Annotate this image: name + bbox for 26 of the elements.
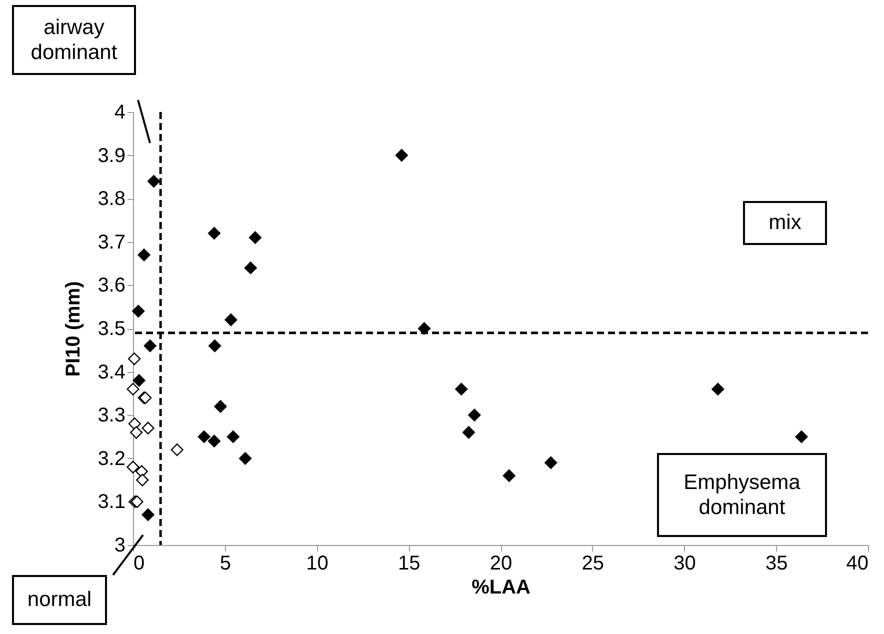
y-tick-label: 3.7 xyxy=(98,231,126,254)
annotation: mix xyxy=(743,201,827,245)
y-tick-label: 3 xyxy=(114,534,126,556)
x-tick-label: 30 xyxy=(674,552,696,574)
x-tick-label: 15 xyxy=(398,552,420,574)
x-tick-label: 20 xyxy=(490,552,512,574)
y-tick-label: 3.5 xyxy=(98,318,126,340)
x-tick-label: 35 xyxy=(766,552,788,574)
y-tick-label: 4 xyxy=(114,102,126,124)
y-tick-label: 3.1 xyxy=(98,491,126,514)
annotation: Emphysema dominant xyxy=(657,453,827,537)
x-tick-label: 25 xyxy=(582,552,604,574)
x-axis-title: %LAA xyxy=(472,576,530,598)
y-tick-label: 3.2 xyxy=(98,448,126,470)
y-tick-label: 3.9 xyxy=(98,144,126,167)
y-tick-label: 3.4 xyxy=(98,361,126,384)
y-tick-label: 3.6 xyxy=(98,274,126,297)
x-tick-label: 5 xyxy=(220,552,231,574)
x-tick-label: 10 xyxy=(306,552,328,574)
y-tick-label: 3.3 xyxy=(98,404,126,427)
y-axis-title: PI10 (mm) xyxy=(62,281,85,377)
text: normal xyxy=(12,575,107,625)
y-tick-label: 3.8 xyxy=(98,188,126,210)
text: airway dominant xyxy=(12,5,136,75)
x-tick-label: 0 xyxy=(134,552,145,574)
x-tick-label: 40 xyxy=(846,552,868,574)
